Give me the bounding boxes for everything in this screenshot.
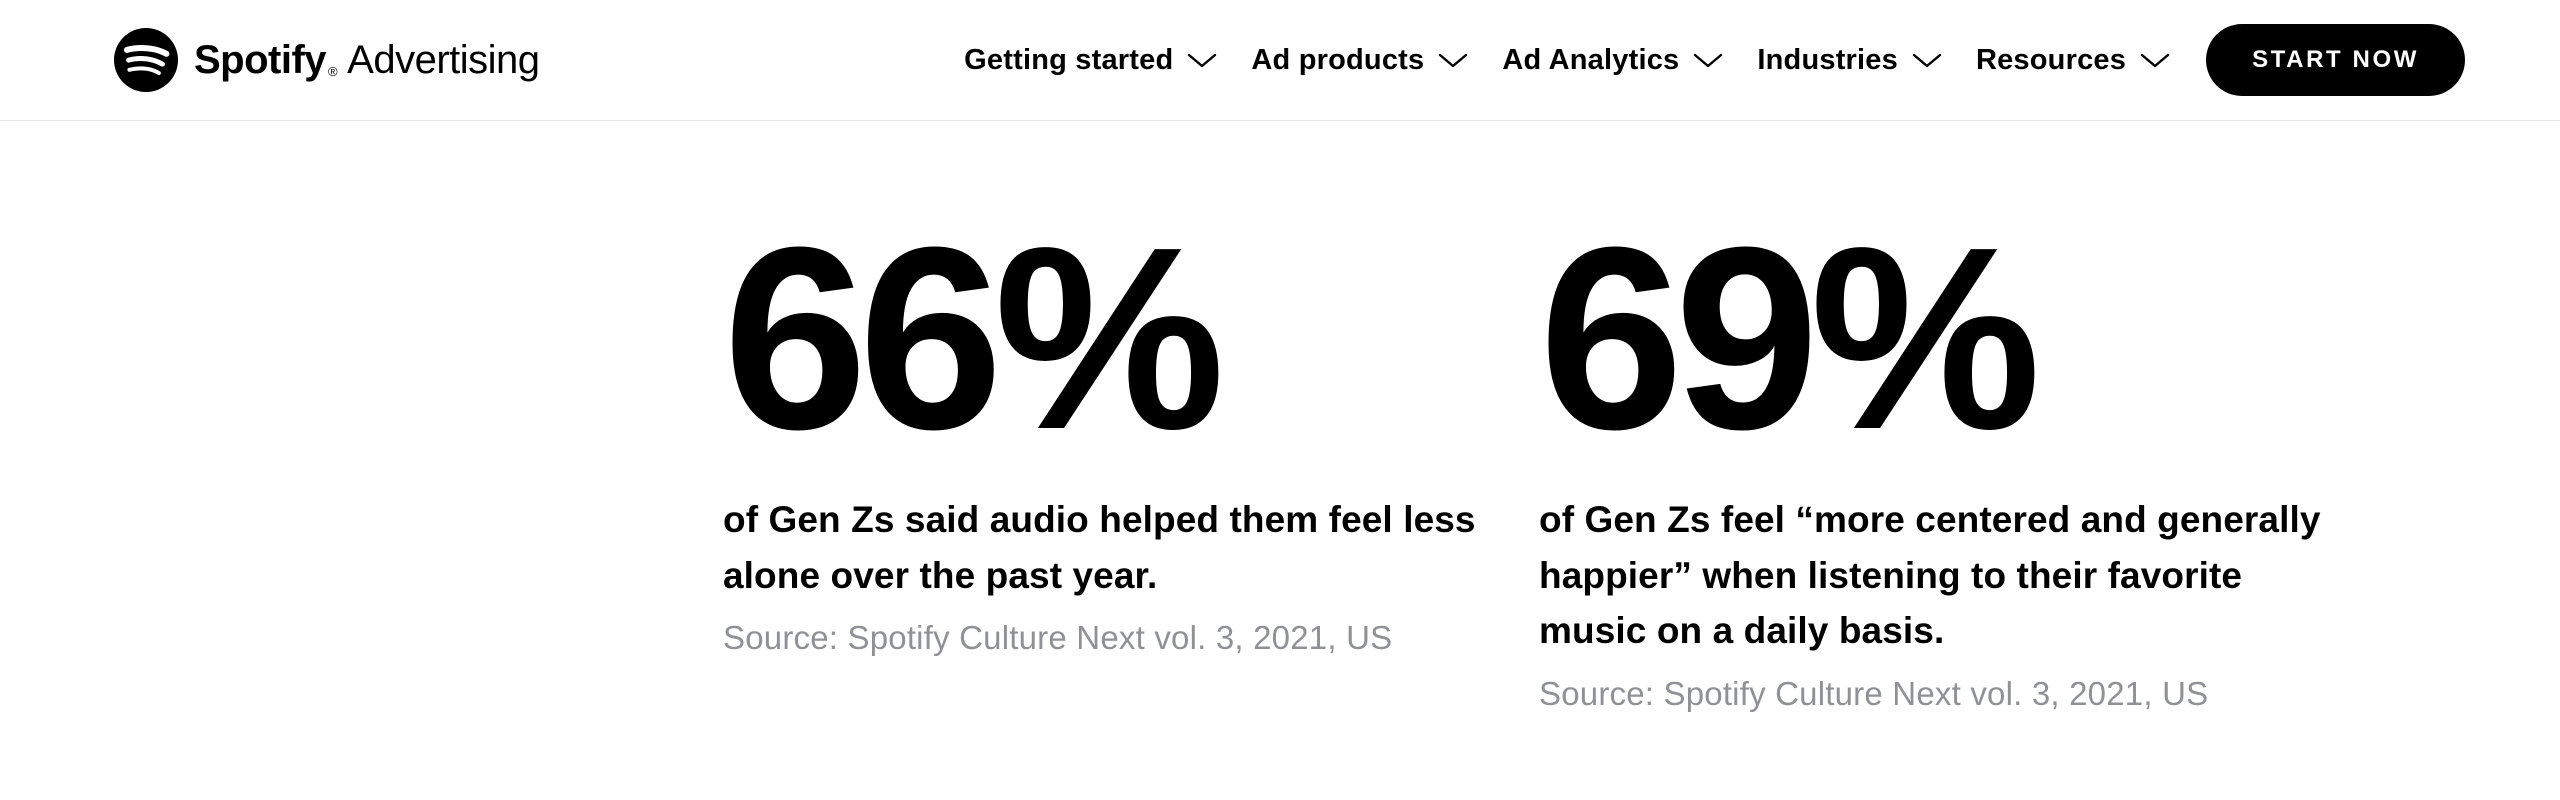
chevron-down-icon [1693,53,1723,68]
chevron-down-icon [1912,53,1942,68]
brand-name: Spotify [194,37,327,82]
stat-block-1: 66% of Gen Zs said audio helped them fee… [723,191,1483,713]
nav-item-ad-products[interactable]: Ad products [1251,44,1468,77]
stat-block-2: 69% of Gen Zs feel “more centered and ge… [1539,191,2349,713]
stats-section: 66% of Gen Zs said audio helped them fee… [723,191,2560,713]
spotify-advertising-logo[interactable]: Spotify ® Advertising [114,28,540,92]
brand-wordmark: Spotify ® Advertising [194,38,540,83]
main-nav: Getting started Ad products Ad Analytics… [964,44,2170,77]
registered-mark: ® [328,63,338,79]
nav-item-label: Getting started [964,43,1174,76]
nav-item-resources[interactable]: Resources [1976,44,2170,77]
site-header: Spotify ® Advertising Getting started Ad… [0,0,2560,121]
nav-item-label: Industries [1757,43,1898,76]
chevron-down-icon [1438,53,1468,68]
stat-description: of Gen Zs feel “more centered and genera… [1539,499,2321,652]
nav-item-label: Ad Analytics [1502,43,1680,76]
stat-description: of Gen Zs said audio helped them feel le… [723,499,1476,596]
start-now-button[interactable]: START NOW [2206,24,2465,96]
stat-value: 69% [1539,194,2041,484]
chevron-down-icon [1187,53,1217,68]
nav-item-label: Ad products [1251,43,1425,76]
stat-source: Source: Spotify Culture Next vol. 3, 202… [723,619,1393,657]
nav-item-label: Resources [1975,43,2127,76]
stat-value: 66% [723,194,1225,484]
brand-suffix: Advertising [347,37,540,82]
nav-item-industries[interactable]: Industries [1757,44,1942,77]
nav-item-getting-started[interactable]: Getting started [964,44,1217,77]
chevron-down-icon [2140,53,2170,68]
stat-source: Source: Spotify Culture Next vol. 3, 202… [1539,674,2209,712]
spotify-logo-icon [114,28,178,92]
nav-item-ad-analytics[interactable]: Ad Analytics [1502,44,1723,77]
